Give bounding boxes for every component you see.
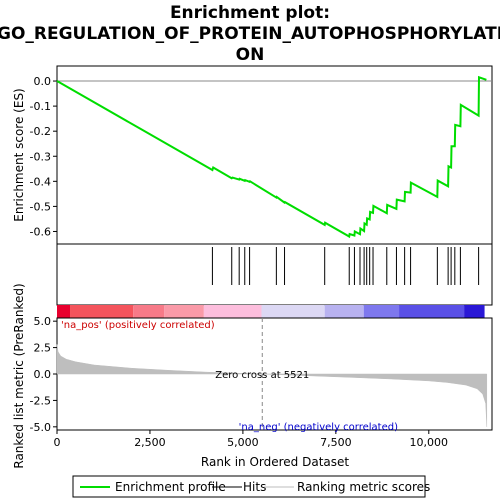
legend-label: Ranking metric scores [297, 480, 430, 494]
heatbar-segment [133, 305, 164, 318]
zero-cross-label: Zero cross at 5521 [215, 370, 309, 381]
es-y-axis: 0.0 -0.1 -0.2 -0.3 -0.4 -0.5 -0.6 [30, 75, 57, 238]
es-y-tick-label: 0.0 [34, 75, 52, 88]
heatbar-segment [57, 305, 70, 318]
heatbar-segment [70, 305, 133, 318]
x-tick-label: 10,000 [410, 436, 449, 449]
ranking-heatbar [57, 305, 485, 318]
es-y-tick-label: -0.6 [30, 225, 51, 238]
x-tick-label: 2,500 [134, 436, 166, 449]
hits-panel [57, 244, 492, 305]
title-line-3: ON [236, 45, 265, 65]
es-y-tick-label: -0.1 [30, 100, 51, 113]
hits-frame [57, 244, 492, 305]
es-y-tick-label: -0.2 [30, 125, 51, 138]
heatbar-segment [164, 305, 204, 318]
rank-y-tick-label: -5.0 [30, 421, 51, 434]
positive-correlated-label: 'na_pos' (positively correlated) [61, 320, 215, 331]
enrichment-score-panel: 0.0 -0.1 -0.2 -0.3 -0.4 -0.5 -0.6 Enrichment s… [12, 66, 492, 244]
heatbar-segment [261, 305, 324, 318]
es-y-tick-label: -0.5 [30, 200, 51, 213]
x-tick-label: 0 [54, 436, 61, 449]
heatbar-segment [464, 305, 484, 318]
rank-y-axis-label: Ranked list metric (PreRanked) [12, 283, 26, 468]
legend-label: Hits [243, 480, 266, 494]
rank-y-tick-label: -2.5 [30, 394, 51, 407]
rank-y-tick-label: 0.0 [34, 368, 52, 381]
x-tick-label: 5,000 [227, 436, 259, 449]
legend-label: Enrichment profile [115, 480, 226, 494]
heatbar-segment [364, 305, 399, 318]
negative-correlated-label: 'na_neg' (negatively correlated) [239, 422, 398, 433]
rank-y-axis: 5.0 2.5 0.0 -2.5 -5.0 [30, 315, 57, 434]
title-line-1: Enrichment plot: [170, 3, 330, 23]
es-y-tick-label: -0.4 [30, 175, 51, 188]
x-axis-label: Rank in Ordered Dataset [201, 455, 349, 469]
rank-y-tick-label: 5.0 [34, 315, 52, 328]
es-y-tick-label: -0.3 [30, 150, 51, 163]
rank-y-tick-label: 2.5 [34, 342, 52, 355]
legend: Enrichment profile Hits Ranking metric sco… [73, 476, 430, 497]
x-tick-label: 7,500 [320, 436, 352, 449]
es-y-axis-label: Enrichment score (ES) [12, 88, 26, 221]
heatbar-segment [204, 305, 262, 318]
heatbar-segment [399, 305, 464, 318]
title-line-2: GO_REGULATION_OF_PROTEIN_AUTOPHOSPHORYLA… [0, 24, 500, 44]
heatbar-segment [325, 305, 364, 318]
es-plot-frame [57, 66, 492, 244]
